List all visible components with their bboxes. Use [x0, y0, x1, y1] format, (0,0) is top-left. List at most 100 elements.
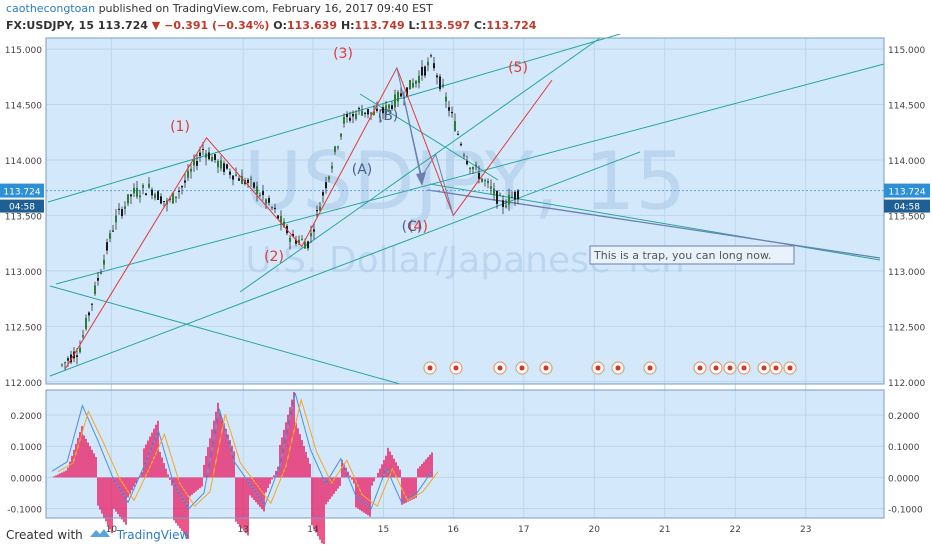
event-flag-dot	[453, 365, 459, 371]
price-badge-label: 113.724	[888, 188, 925, 198]
x-tick-label: 21	[659, 525, 670, 535]
candle-body	[85, 317, 87, 329]
candle-body	[439, 76, 441, 90]
created-with-text: Created with	[6, 527, 83, 542]
event-flag-dot	[727, 365, 733, 371]
candle-body	[397, 91, 399, 102]
price-badge	[0, 183, 44, 198]
open-value: 113.639	[286, 19, 338, 32]
tradingview-logo-icon	[89, 527, 111, 542]
candle-body	[229, 171, 231, 175]
author-link[interactable]: caothecongtoan	[6, 2, 96, 15]
x-tick-label: 10	[106, 525, 118, 535]
candle-body	[283, 221, 285, 228]
arrow-line	[402, 93, 423, 183]
price-chart[interactable]: USDJPY, 15U.S. Dollar/Japanese Yen 112.0…	[0, 34, 932, 544]
watermark-symbol: USDJPY, 15	[244, 135, 687, 228]
tradingview-brand[interactable]: TradingView	[116, 527, 190, 542]
candle-body	[505, 205, 507, 208]
wave-label: (3)	[333, 46, 353, 62]
candle-body	[178, 190, 180, 192]
y-tick-label: 112.000	[888, 379, 925, 389]
y-tick-label: 114.500	[888, 102, 925, 112]
candle-body	[82, 335, 84, 337]
footer: Created with TradingView	[6, 527, 189, 542]
candle-body	[235, 174, 237, 176]
y-tick-label: 112.500	[888, 323, 925, 333]
event-flag-dot	[741, 365, 747, 371]
candle-body	[88, 312, 90, 316]
candle-body	[136, 187, 138, 197]
last-price: 113.724	[97, 19, 148, 32]
candle-body	[511, 196, 513, 198]
countdown-badge	[884, 199, 930, 213]
y-tick-label: 114.500	[5, 102, 42, 112]
candle-body	[277, 215, 279, 219]
x-tick-label: 17	[518, 525, 529, 535]
candle-body	[307, 241, 309, 249]
candle-body	[145, 193, 147, 196]
candle-body	[130, 194, 132, 197]
candle-body	[133, 187, 135, 194]
candle-body	[466, 161, 468, 165]
candle-body	[424, 66, 426, 76]
wave-label: (4)	[408, 219, 428, 235]
candle-body	[496, 190, 498, 204]
candle-body	[514, 191, 516, 200]
candle-body	[409, 79, 411, 90]
trend-line	[239, 37, 601, 293]
candle-body	[376, 108, 378, 111]
candle-body	[301, 238, 303, 240]
candle-body	[502, 200, 504, 208]
candle-body	[271, 207, 273, 209]
candle-body	[100, 272, 102, 274]
candle-body	[91, 303, 93, 305]
candle-body	[220, 160, 222, 169]
candle-body	[163, 201, 165, 203]
candle-body	[76, 355, 78, 357]
candle-body	[379, 116, 381, 118]
candle-body	[313, 229, 315, 232]
candle-body	[463, 154, 465, 156]
x-tick-label: 13	[237, 525, 248, 535]
elliott-wave-path	[65, 66, 553, 369]
trend-line	[49, 285, 401, 385]
candle-body	[256, 186, 258, 194]
candle-body	[226, 164, 228, 169]
x-tick-label: 16	[448, 525, 460, 535]
candle-body	[115, 215, 117, 223]
high-value: 113.749	[354, 19, 405, 32]
candle-body	[160, 196, 162, 204]
candle-body	[388, 104, 390, 109]
candle-body	[121, 209, 123, 217]
candle-body	[370, 112, 372, 114]
candle-body	[415, 80, 417, 84]
candle-body	[352, 113, 354, 117]
candle-body	[469, 167, 471, 170]
candle-body	[418, 75, 420, 83]
candle-body	[337, 146, 339, 148]
candle-body	[355, 113, 357, 119]
annotation-box[interactable]	[589, 245, 795, 265]
candle-body	[238, 178, 240, 181]
osc-y-tick-label: 0.0000	[888, 474, 920, 484]
candle-body	[139, 195, 141, 198]
trend-line	[49, 151, 641, 377]
candle-body	[67, 358, 69, 361]
y-tick-label: 112.000	[5, 379, 42, 389]
event-flag-dot	[787, 365, 793, 371]
candle-body	[172, 192, 174, 204]
candle-body	[457, 133, 459, 135]
arrow-head-icon	[416, 172, 426, 186]
candle-body	[181, 186, 183, 188]
open-label: O:	[273, 19, 287, 32]
candle-body	[367, 109, 369, 115]
candle-body	[490, 186, 492, 189]
candle-body	[487, 180, 489, 184]
low-value: 113.597	[419, 19, 471, 32]
candle-body	[124, 206, 126, 209]
candle-body	[343, 116, 345, 124]
countdown-label: 04:58	[894, 203, 920, 213]
y-tick-label: 113.000	[5, 268, 42, 278]
candle-body	[400, 93, 402, 97]
